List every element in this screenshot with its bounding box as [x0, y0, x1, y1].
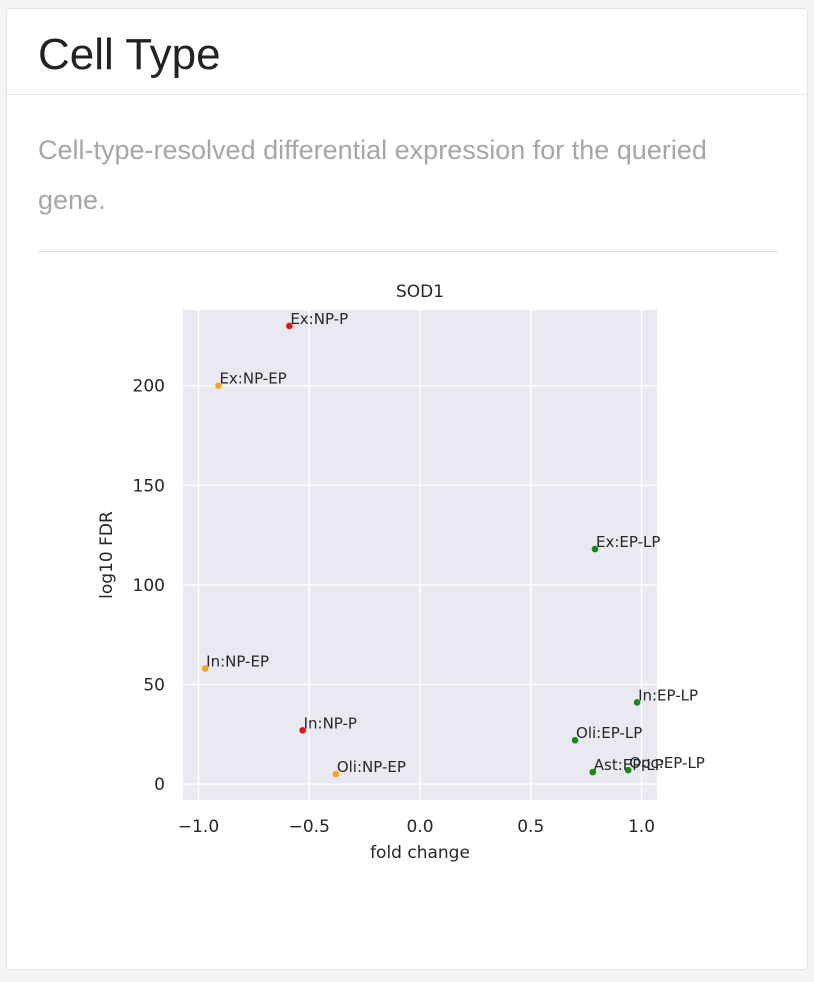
data-point-label: In:NP-P [304, 714, 357, 732]
y-tick-label: 150 [133, 476, 165, 496]
data-point [201, 665, 209, 672]
tick-labels: −1.0 −0.5 0.0 0.5 1.0 0 50 100 150 200 [133, 377, 655, 837]
data-point-label: Oli:EP-LP [576, 724, 642, 742]
data-point [633, 699, 641, 706]
data-points: Ex:NP-P Ex:NP-EP Ex:EP-LP In:NP-EP In:EP-LP I… [201, 310, 705, 778]
x-tick-label: −1.0 [178, 817, 219, 837]
y-tick-label: 0 [154, 775, 165, 795]
x-tick-label: 0.0 [406, 817, 433, 837]
data-point [332, 770, 340, 778]
card-header: Cell Type [7, 9, 807, 95]
data-point-label: Ex:NP-EP [219, 370, 286, 388]
y-axis-label: log10 FDR [97, 511, 117, 599]
grid-lines [183, 310, 657, 800]
data-point [591, 545, 599, 553]
data-point-label: Ex:EP-LP [596, 533, 660, 551]
card-description: Cell-type-resolved differential expressi… [38, 125, 778, 252]
data-point [286, 322, 293, 330]
card-title: Cell Type [38, 30, 221, 79]
cell-type-card: Cell Type Cell-type-resolved differentia… [6, 8, 808, 970]
chart-title: SOD1 [396, 282, 444, 302]
data-point [215, 382, 222, 389]
data-point-label: In:EP-LP [638, 686, 698, 704]
y-tick-label: 200 [133, 377, 165, 397]
data-point [589, 768, 597, 776]
data-point-label: Oli:NP-EP [337, 758, 406, 776]
x-tick-label: 0.5 [517, 817, 544, 837]
data-point-label: In:NP-EP [206, 653, 269, 671]
data-point [299, 726, 306, 734]
x-axis-label: fold change [370, 843, 470, 863]
y-tick-label: 100 [133, 576, 165, 596]
x-tick-label: −0.5 [289, 817, 330, 837]
data-point-label: Opc:EP-LP [629, 754, 705, 772]
x-tick-label: 1.0 [628, 817, 655, 837]
data-point-label: Ex:NP-P [290, 310, 348, 328]
data-point-label: Ast:EP-LP [594, 756, 664, 774]
card-body: Cell-type-resolved differential expressi… [7, 125, 807, 252]
data-point [571, 736, 579, 744]
data-point [624, 766, 632, 774]
y-tick-label: 50 [143, 675, 165, 695]
